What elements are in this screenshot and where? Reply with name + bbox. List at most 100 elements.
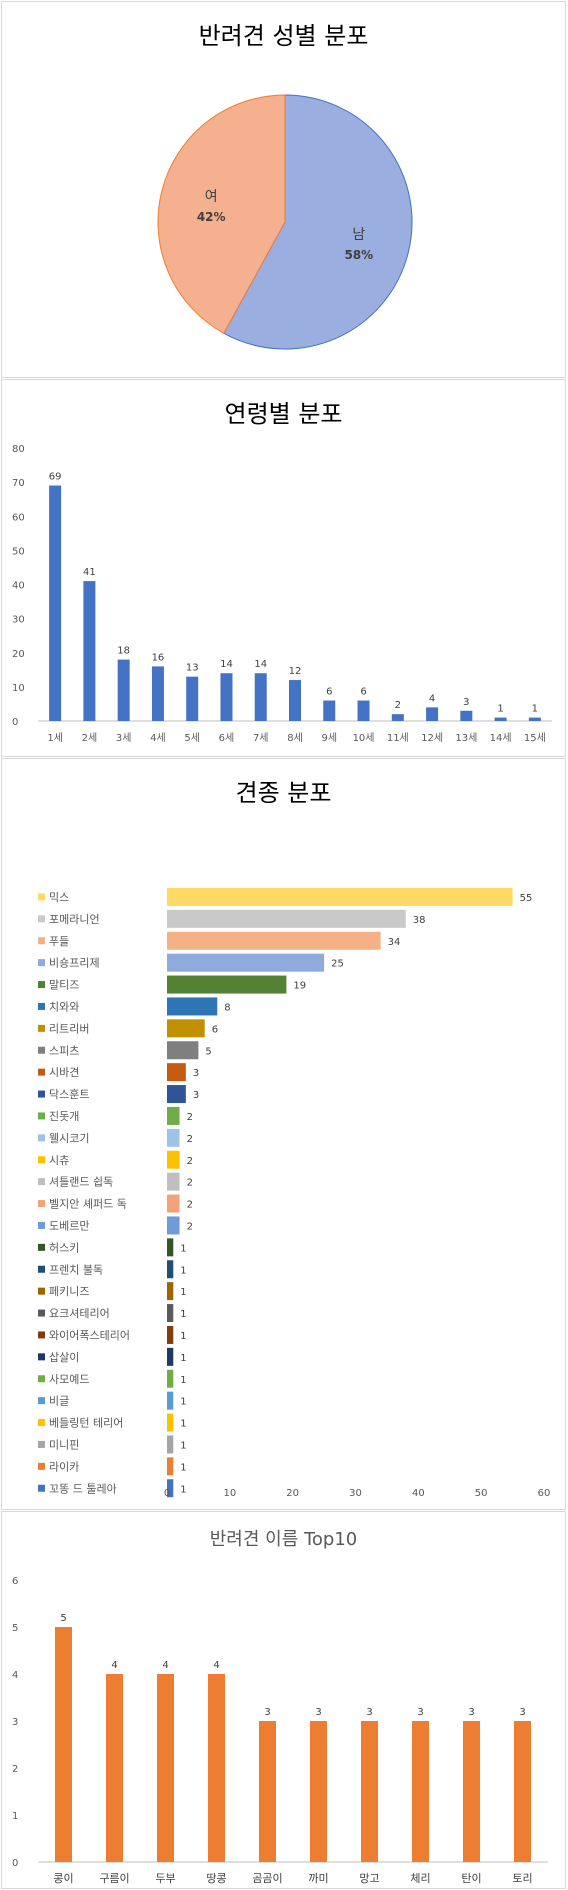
bar — [167, 1172, 180, 1191]
data-label: 5 — [205, 1046, 211, 1057]
name-chart-panel: 반려견 이름 Top10 0 1 2 3 4 5 6 5 콩이 4 구름이 4 두부 4 땅콩 3 곰곰이 3 까미… — [1, 1511, 566, 1889]
x-tick-label: 1세 — [47, 732, 63, 744]
x-tick-label: 두부 — [155, 1872, 175, 1885]
data-label: 6 — [212, 1024, 218, 1035]
x-tick-label: 2세 — [82, 732, 98, 744]
x-tick-label: 50 — [475, 1488, 488, 1499]
x-tick-label: 60 — [538, 1488, 551, 1499]
y-tick-label: 6 — [12, 1576, 18, 1587]
data-label: 14 — [220, 659, 233, 670]
legend-swatch — [38, 1243, 45, 1251]
x-tick-label: 곰곰이 — [252, 1872, 282, 1885]
age-chart-panel: 연령별 분포 0 10 20 30 40 50 60 70 80 69 1세 41 2세 18 3세 16 4세… — [1, 379, 566, 757]
data-label: 3 — [366, 1707, 372, 1718]
data-label: 4 — [111, 1660, 117, 1671]
data-label: 1 — [180, 1353, 186, 1364]
x-tick-label: 40 — [412, 1488, 425, 1499]
legend-swatch — [38, 959, 45, 967]
bar — [167, 887, 513, 906]
y-tick-label: 2 — [12, 1764, 18, 1775]
bar — [151, 666, 164, 721]
legend-swatch — [38, 1090, 45, 1098]
legend-swatch — [38, 1419, 45, 1427]
bar — [167, 1150, 180, 1169]
x-tick-label: 땅콩 — [206, 1872, 226, 1885]
bar — [167, 1128, 180, 1147]
data-label: 1 — [497, 704, 503, 715]
x-tick-label: 콩이 — [53, 1872, 73, 1885]
bar — [167, 1260, 174, 1279]
x-tick-label: 4세 — [150, 732, 166, 744]
legend-swatch — [38, 1309, 45, 1317]
bar — [310, 1721, 327, 1862]
data-label: 1 — [180, 1265, 186, 1276]
y-tick-label: 3 — [12, 1717, 18, 1728]
data-label: 55 — [520, 893, 533, 904]
legend-label: 라이카 — [49, 1460, 79, 1473]
x-tick-label: 9세 — [321, 732, 337, 744]
bar — [514, 1721, 531, 1862]
legend-swatch — [38, 1200, 45, 1208]
y-tick-label: 30 — [12, 615, 25, 626]
bar — [49, 485, 62, 721]
legend-swatch — [38, 1002, 45, 1010]
data-label: 3 — [193, 1068, 199, 1079]
bar — [167, 997, 218, 1016]
bar — [186, 676, 199, 721]
bar — [167, 1479, 174, 1498]
legend-label: 벨지안 셰퍼드 독 — [49, 1198, 127, 1211]
bar — [323, 700, 336, 721]
data-label: 1 — [180, 1243, 186, 1254]
x-tick-label: 구름이 — [99, 1872, 129, 1885]
pie-value-label-1: 58% — [344, 248, 373, 262]
data-label: 2 — [187, 1221, 193, 1232]
data-label: 3 — [463, 697, 469, 708]
x-tick-label: 망고 — [359, 1872, 379, 1885]
x-tick-label: 15세 — [524, 732, 546, 744]
bar — [167, 1304, 174, 1323]
data-label: 69 — [49, 472, 62, 483]
data-label: 1 — [180, 1462, 186, 1473]
y-tick-label: 0 — [12, 717, 18, 728]
data-label: 16 — [152, 652, 165, 663]
y-tick-label: 5 — [12, 1623, 18, 1634]
data-label: 2 — [187, 1156, 193, 1167]
legend-swatch — [38, 1440, 45, 1448]
legend-label: 꼬똥 드 툴레아 — [49, 1482, 117, 1495]
data-label: 3 — [519, 1707, 525, 1718]
data-label: 5 — [60, 1613, 66, 1624]
bar — [167, 1019, 205, 1038]
data-label: 3 — [193, 1090, 199, 1101]
bar — [208, 1674, 225, 1862]
legend-swatch — [38, 1046, 45, 1054]
legend-label: 프렌치 불독 — [49, 1263, 103, 1276]
bar — [494, 717, 507, 721]
bar — [167, 1194, 180, 1213]
legend-label: 와이어폭스테리어 — [49, 1329, 130, 1342]
bar — [167, 1106, 180, 1125]
legend-label: 셔틀랜드 쉽독 — [49, 1176, 113, 1189]
legend-label: 허스키 — [49, 1241, 79, 1254]
gender-chart-title: 반려견 성별 분포 — [198, 22, 369, 50]
legend-swatch — [38, 1287, 45, 1295]
y-tick-label: 60 — [12, 512, 25, 523]
pie-value-label-2: 42% — [197, 210, 226, 224]
bar — [220, 673, 233, 721]
pie-label-1: 남 — [352, 227, 365, 243]
y-tick-label: 40 — [12, 581, 25, 592]
bar — [391, 714, 404, 721]
breed-chart-title: 견종 분포 — [235, 779, 332, 807]
bar — [167, 1238, 174, 1257]
legend-swatch — [38, 1462, 45, 1470]
x-tick-label: 8세 — [287, 732, 303, 744]
legend-swatch — [38, 1375, 45, 1383]
legend-label: 포메라니언 — [49, 913, 100, 926]
x-tick-label: 30 — [349, 1488, 362, 1499]
legend-label: 시츄 — [49, 1154, 69, 1167]
legend-swatch — [38, 1353, 45, 1361]
bar — [167, 1041, 199, 1060]
legend-label: 도베르만 — [49, 1219, 89, 1232]
data-label: 3 — [264, 1707, 270, 1718]
legend-label: 시바견 — [49, 1066, 79, 1079]
x-tick-label: 체리 — [410, 1872, 430, 1885]
